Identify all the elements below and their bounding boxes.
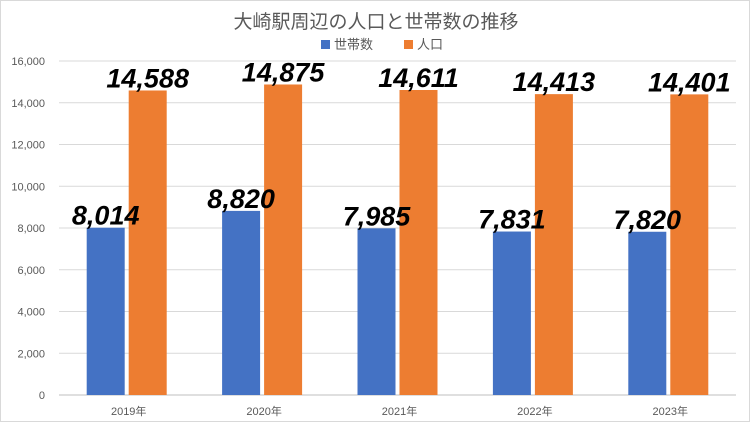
data-label: 14,611 bbox=[378, 63, 459, 93]
data-label: 8,014 bbox=[72, 201, 140, 231]
x-tick-label: 2022年 bbox=[517, 404, 552, 418]
bar-population bbox=[670, 94, 709, 396]
data-label: 7,831 bbox=[478, 205, 546, 235]
y-tick-label: 8,000 bbox=[17, 223, 45, 235]
bar-population bbox=[399, 89, 438, 396]
data-label: 7,820 bbox=[614, 205, 682, 235]
y-tick-label: 14,000 bbox=[11, 98, 45, 110]
data-label: 14,588 bbox=[106, 63, 189, 93]
x-tick-label: 2019年 bbox=[111, 404, 146, 418]
data-label: 7,985 bbox=[343, 201, 412, 231]
y-tick-label: 6,000 bbox=[17, 265, 45, 277]
y-tick-label: 16,000 bbox=[11, 56, 45, 68]
y-tick-label: 4,000 bbox=[17, 307, 45, 319]
chart-title: 大崎駅周辺の人口と世帯数の推移 bbox=[233, 11, 518, 33]
legend-label-population: 人口 bbox=[417, 38, 443, 53]
legend-label-households: 世帯数 bbox=[334, 38, 373, 53]
x-tick-label: 2023年 bbox=[653, 404, 688, 418]
x-tick-label: 2020年 bbox=[246, 404, 281, 418]
bar-households bbox=[492, 231, 531, 395]
bar-households bbox=[628, 231, 667, 395]
x-tick-label: 2021年 bbox=[382, 404, 417, 418]
bar-population bbox=[534, 94, 573, 395]
bar-households bbox=[222, 210, 261, 395]
bar-population bbox=[264, 84, 303, 395]
y-tick-label: 2,000 bbox=[17, 348, 45, 360]
data-label: 14,875 bbox=[242, 57, 326, 87]
bar-population bbox=[128, 90, 167, 396]
y-tick-label: 0 bbox=[39, 390, 45, 402]
data-label: 14,413 bbox=[513, 67, 596, 97]
data-label: 8,820 bbox=[207, 184, 275, 214]
legend-swatch-population bbox=[404, 40, 413, 49]
y-tick-label: 10,000 bbox=[11, 181, 45, 193]
y-tick-label: 12,000 bbox=[11, 140, 45, 152]
bar-households bbox=[357, 228, 396, 395]
data-label: 14,401 bbox=[648, 67, 731, 97]
legend-swatch-households bbox=[321, 40, 330, 49]
bar-households bbox=[86, 227, 125, 395]
legend: 世帯数 人口 bbox=[321, 38, 443, 53]
